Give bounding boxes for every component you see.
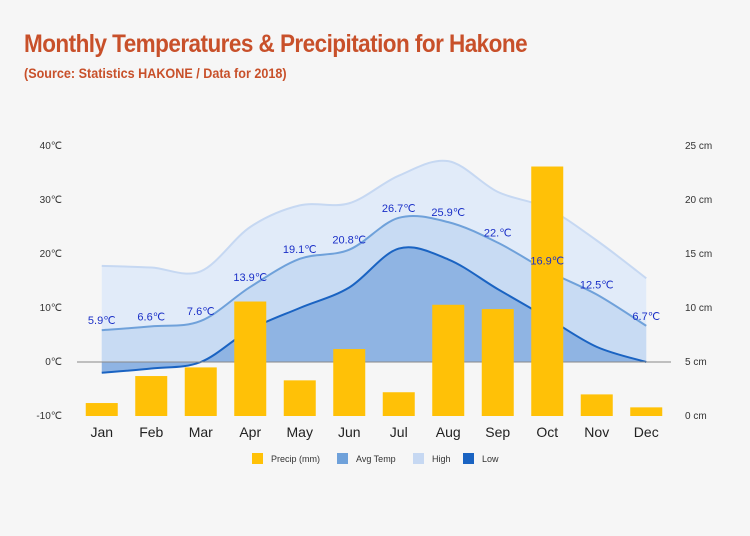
legend-label: Low	[482, 454, 499, 464]
chart-title: Monthly Temperatures & Precipitation for…	[24, 30, 528, 58]
x-category-label: Mar	[189, 424, 213, 440]
legend-label: Precip (mm)	[271, 454, 320, 464]
x-category-label: Jun	[338, 424, 361, 440]
y-right-tick-label: 20 cm	[685, 195, 712, 206]
precip-bar	[580, 394, 613, 416]
legend-swatch	[252, 453, 263, 464]
x-category-label: Jul	[390, 424, 408, 440]
legend-label: High	[432, 454, 451, 464]
legend-swatch	[463, 453, 474, 464]
y-right-tick-label: 5 cm	[685, 357, 707, 368]
x-category-label: Feb	[139, 424, 163, 440]
precip-bar	[283, 380, 316, 416]
x-category-label: Sep	[485, 424, 510, 440]
avg-temp-data-label: 6.6℃	[137, 311, 165, 323]
x-category-label: Jan	[90, 424, 113, 440]
avg-temp-data-label: 12.5℃	[580, 280, 614, 292]
y-left-tick-label: 20℃	[40, 249, 62, 260]
precip-bar	[85, 403, 118, 416]
y-right-tick-label: 10 cm	[685, 303, 712, 314]
avg-temp-data-label: 5.9℃	[88, 315, 116, 327]
avg-temp-data-label: 13.9℃	[233, 272, 267, 284]
x-category-label: Oct	[536, 424, 558, 440]
y-right-tick-label: 25 cm	[685, 141, 712, 152]
precip-bar	[135, 376, 168, 416]
y-left-tick-label: -10℃	[36, 411, 62, 422]
precip-bar	[333, 349, 366, 416]
avg-temp-data-label: 22.℃	[484, 228, 512, 240]
x-category-label: Dec	[634, 424, 659, 440]
precip-bar	[234, 301, 267, 416]
legend-swatch	[337, 453, 348, 464]
precip-bar	[382, 392, 415, 416]
y-left-tick-label: 10℃	[40, 303, 62, 314]
y-left-tick-label: 30℃	[40, 195, 62, 206]
y-right-tick-label: 15 cm	[685, 249, 712, 260]
precip-bar	[630, 407, 663, 416]
legend-label: Avg Temp	[356, 454, 396, 464]
avg-temp-data-label: 6.7℃	[632, 311, 660, 323]
x-category-label: Aug	[436, 424, 461, 440]
avg-temp-data-label: 26.7℃	[382, 203, 416, 215]
precip-bar	[531, 166, 564, 416]
y-right-tick-label: 0 cm	[685, 411, 707, 422]
precip-bar	[184, 367, 217, 416]
chart-subtitle: (Source: Statistics HAKONE / Data for 20…	[24, 65, 287, 81]
x-category-label: Apr	[239, 424, 261, 440]
precip-bar	[432, 304, 465, 416]
legend-swatch	[413, 453, 424, 464]
avg-temp-data-label: 20.8℃	[332, 235, 366, 247]
precip-bar	[481, 309, 514, 416]
avg-temp-data-label: 7.6℃	[187, 306, 215, 318]
avg-temp-data-label: 25.9℃	[431, 207, 465, 219]
avg-temp-data-label: 19.1℃	[283, 244, 317, 256]
x-category-label: Nov	[584, 424, 609, 440]
avg-temp-data-label: 16.9℃	[530, 256, 564, 268]
x-category-label: May	[287, 424, 313, 440]
y-left-tick-label: 40℃	[40, 141, 62, 152]
y-left-tick-label: 0℃	[45, 357, 62, 368]
